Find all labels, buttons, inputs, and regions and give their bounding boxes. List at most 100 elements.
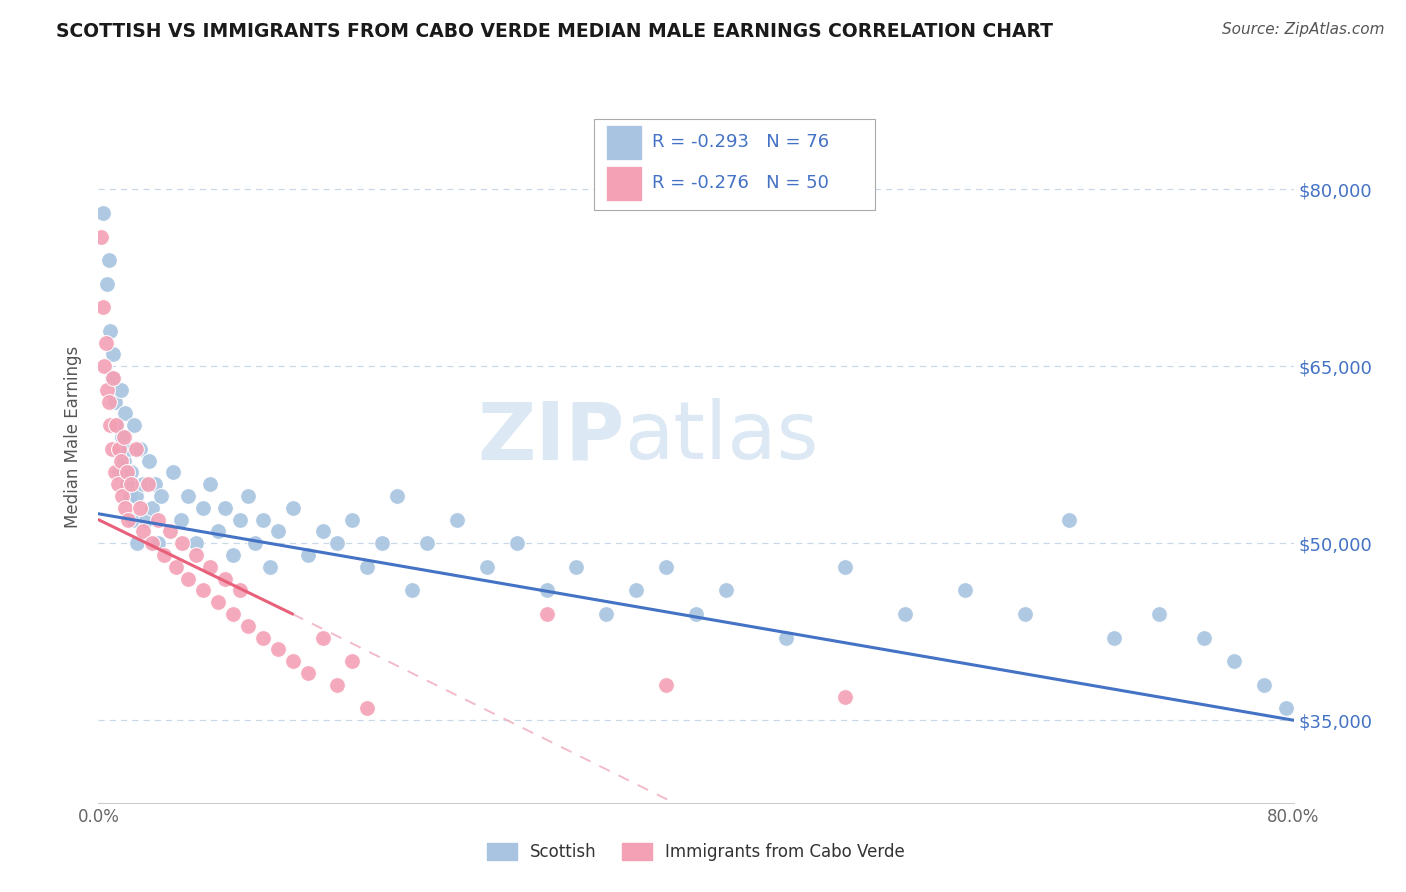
Point: [98, 324, 122, 338]
Point: [110, 383, 132, 397]
Point: [96, 277, 118, 291]
Point: [120, 466, 142, 480]
Point: [103, 371, 125, 385]
Point: [112, 453, 135, 467]
Point: [236, 489, 259, 503]
Point: [222, 607, 245, 621]
Point: [229, 583, 252, 598]
Point: [165, 559, 187, 574]
Point: [141, 536, 163, 550]
Point: [326, 536, 349, 550]
Point: [121, 513, 143, 527]
Point: [200, 559, 222, 574]
Point: [141, 500, 163, 515]
Point: [775, 631, 797, 645]
Point: [297, 666, 319, 681]
Point: [132, 477, 155, 491]
Point: [252, 513, 274, 527]
Point: [229, 513, 252, 527]
Point: [136, 477, 159, 491]
Point: [685, 607, 707, 621]
Point: [385, 489, 409, 503]
Point: [1192, 631, 1215, 645]
Point: [108, 466, 131, 480]
Point: [834, 690, 856, 704]
Point: [184, 536, 207, 550]
Point: [125, 489, 148, 503]
Point: [148, 513, 170, 527]
Point: [93, 359, 115, 374]
Point: [101, 442, 124, 456]
Point: [311, 524, 333, 539]
Point: [1223, 654, 1246, 668]
Point: [297, 548, 319, 562]
Text: Source: ZipAtlas.com: Source: ZipAtlas.com: [1222, 22, 1385, 37]
Point: [177, 572, 200, 586]
Point: [148, 536, 170, 550]
Point: [1147, 607, 1170, 621]
Point: [150, 489, 173, 503]
Point: [626, 583, 648, 598]
Point: [356, 559, 378, 574]
Point: [595, 607, 617, 621]
Text: ZIP: ZIP: [477, 398, 624, 476]
Point: [94, 335, 117, 350]
Point: [115, 466, 138, 480]
Point: [107, 477, 129, 491]
Point: [111, 430, 134, 444]
Legend: Scottish, Immigrants from Cabo Verde: Scottish, Immigrants from Cabo Verde: [481, 836, 911, 868]
Point: [259, 559, 281, 574]
Point: [153, 548, 176, 562]
Point: [90, 229, 112, 244]
Point: [1253, 678, 1275, 692]
Point: [115, 477, 138, 491]
Point: [834, 559, 856, 574]
Point: [401, 583, 423, 598]
FancyBboxPatch shape: [595, 119, 875, 211]
Point: [416, 536, 439, 550]
Point: [110, 453, 132, 467]
Point: [655, 559, 678, 574]
Point: [127, 536, 149, 550]
Point: [207, 524, 229, 539]
Text: R = -0.276   N = 50: R = -0.276 N = 50: [652, 174, 828, 193]
Y-axis label: Median Male Earnings: Median Male Earnings: [65, 346, 83, 528]
Point: [129, 442, 152, 456]
Text: SCOTTISH VS IMMIGRANTS FROM CABO VERDE MEDIAN MALE EARNINGS CORRELATION CHART: SCOTTISH VS IMMIGRANTS FROM CABO VERDE M…: [56, 22, 1053, 41]
Point: [177, 489, 200, 503]
Point: [169, 513, 191, 527]
Bar: [606, 166, 643, 201]
Point: [245, 536, 267, 550]
Point: [97, 253, 120, 268]
Point: [252, 631, 274, 645]
Point: [159, 524, 181, 539]
Point: [132, 524, 155, 539]
Bar: [606, 125, 643, 160]
Point: [105, 418, 128, 433]
Point: [117, 513, 139, 527]
Point: [714, 583, 737, 598]
Point: [281, 654, 304, 668]
Point: [222, 548, 245, 562]
Point: [138, 453, 160, 467]
Point: [446, 513, 468, 527]
Point: [103, 347, 125, 361]
Point: [124, 418, 146, 433]
Point: [311, 631, 333, 645]
Point: [125, 442, 148, 456]
Point: [1014, 607, 1036, 621]
Point: [108, 442, 131, 456]
Point: [565, 559, 588, 574]
Point: [143, 477, 166, 491]
Point: [371, 536, 394, 550]
Point: [1275, 701, 1298, 715]
Point: [655, 678, 678, 692]
Point: [112, 430, 135, 444]
Point: [96, 383, 118, 397]
Point: [536, 607, 558, 621]
Point: [536, 583, 558, 598]
Point: [894, 607, 917, 621]
Point: [114, 407, 136, 421]
Point: [105, 418, 128, 433]
Point: [111, 489, 134, 503]
